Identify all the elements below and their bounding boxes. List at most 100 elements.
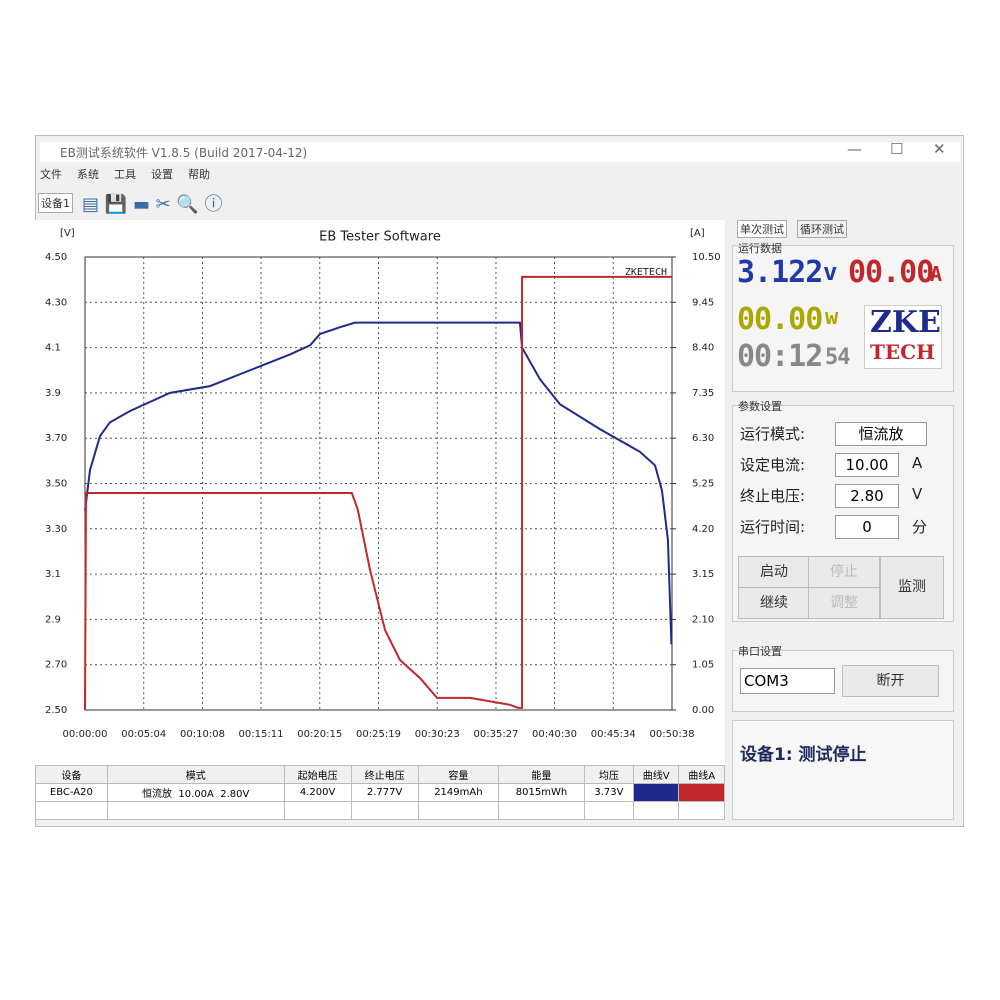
header-cell: 能量 bbox=[498, 765, 585, 784]
header-cell: 容量 bbox=[417, 765, 500, 784]
param-input[interactable]: 2.80 bbox=[835, 484, 899, 508]
menu-item[interactable]: 文件 bbox=[40, 168, 62, 181]
table-row: EBC-A20 恒流放 10.00A 2.80V 4.200V 2.777V 2149m… bbox=[35, 783, 725, 802]
disconnect-button[interactable]: 断开 bbox=[842, 665, 939, 697]
header-cell: 曲线A bbox=[678, 765, 725, 784]
curve-color bbox=[632, 783, 680, 802]
adjust-button[interactable]: 调整 bbox=[808, 587, 880, 619]
group-title: 串口设置 bbox=[738, 645, 782, 658]
y-tick-label: 3.70 bbox=[45, 433, 67, 444]
status-box bbox=[732, 720, 954, 820]
y-tick-label: 4.50 bbox=[45, 252, 67, 263]
y-tick-label: 3.9 bbox=[45, 388, 61, 399]
lcd-unit: v bbox=[823, 258, 837, 286]
chart: EB Tester Software [V] [A] 00:00:00 00:05:04… bbox=[35, 220, 725, 765]
device-tab[interactable]: 设备1 bbox=[38, 193, 73, 213]
param-input[interactable]: 恒流放 bbox=[835, 422, 927, 446]
lcd-voltage: 3.122 bbox=[737, 255, 823, 290]
chart-title: EB Tester Software bbox=[319, 230, 441, 245]
empty-cell bbox=[35, 801, 108, 820]
cell: EBC-A20 bbox=[35, 783, 108, 802]
series-line bbox=[84, 321, 673, 645]
menu-item[interactable]: 设置 bbox=[151, 168, 173, 181]
empty-cell bbox=[106, 801, 285, 820]
table-row bbox=[35, 801, 725, 820]
x-tick-label: 00:30:23 bbox=[415, 729, 460, 740]
y-tick-label: 2.70 bbox=[45, 660, 67, 671]
menu-item[interactable]: 工具 bbox=[114, 168, 136, 181]
cell: 2.777V bbox=[350, 783, 419, 802]
y2-tick-label: 0.00 bbox=[692, 705, 714, 716]
y-tick-label: 3.50 bbox=[45, 479, 67, 490]
series-line bbox=[84, 275, 672, 711]
window-title: EB测试系统软件 V1.8.5 (Build 2017-04-12) bbox=[60, 146, 308, 160]
cell: 8015mWh bbox=[498, 783, 585, 802]
empty-cell bbox=[678, 801, 725, 820]
y2-tick-label: 4.20 bbox=[692, 524, 714, 535]
header-cell: 终止电压 bbox=[350, 765, 419, 784]
continue-button[interactable]: 继续 bbox=[738, 587, 810, 619]
status: 设备1: 测试停止 bbox=[740, 745, 867, 765]
cell: 3.73V bbox=[583, 783, 634, 802]
empty-cell bbox=[350, 801, 419, 820]
param-unit: V bbox=[912, 485, 923, 503]
x-tick-label: 00:40:30 bbox=[532, 729, 577, 740]
stop-button[interactable]: 停止 bbox=[808, 556, 880, 588]
empty-cell bbox=[632, 801, 680, 820]
cell: 4.200V bbox=[283, 783, 352, 802]
y-axis-label: [V] bbox=[60, 228, 75, 239]
menu-item[interactable]: 系统 bbox=[77, 168, 99, 181]
param-label: 终止电压: bbox=[740, 487, 806, 505]
group-title: 运行数据 bbox=[738, 242, 782, 255]
y2-tick-label: 6.30 bbox=[692, 433, 714, 444]
tab[interactable]: 单次测试 bbox=[737, 220, 787, 238]
title-bar bbox=[40, 142, 960, 162]
logo: ZKE bbox=[870, 305, 941, 340]
lcd-unit: A bbox=[930, 262, 942, 286]
param-input[interactable]: 0 bbox=[835, 515, 899, 539]
y-tick-label: 3.30 bbox=[45, 524, 67, 535]
group-title: 参数设置 bbox=[738, 400, 782, 413]
y-tick-label: 4.30 bbox=[45, 297, 67, 308]
y-tick-label: 4.1 bbox=[45, 343, 61, 354]
param-label: 设定电流: bbox=[740, 456, 806, 474]
maximize[interactable]: ☐ bbox=[890, 140, 904, 158]
param-input[interactable]: 10.00 bbox=[835, 453, 899, 477]
minimize[interactable]: — bbox=[847, 140, 862, 158]
param-label: 运行模式: bbox=[740, 425, 806, 443]
y2-tick-label: 1.05 bbox=[692, 660, 714, 671]
tab[interactable]: 循环测试 bbox=[797, 220, 847, 238]
x-tick-label: 00:20:15 bbox=[297, 729, 342, 740]
annotation: ZKETECH bbox=[625, 267, 667, 278]
y2-tick-label: 8.40 bbox=[692, 343, 714, 354]
logo: TECH bbox=[870, 340, 935, 364]
plot-frame bbox=[84, 256, 673, 711]
y2-tick-label: 9.45 bbox=[692, 297, 714, 308]
header-cell: 均压 bbox=[583, 765, 634, 784]
y-tick-label: 2.9 bbox=[45, 614, 61, 625]
y2-tick-label: 5.25 bbox=[692, 479, 714, 490]
lcd-seconds: 54 bbox=[825, 345, 850, 370]
cell: 2149mAh bbox=[417, 783, 500, 802]
menu-item[interactable]: 帮助 bbox=[188, 168, 210, 181]
header-cell: 曲线V bbox=[632, 765, 680, 784]
result-table: 设备 模式 起始电压 终止电压 容量 能量 均压 曲线V 曲线A EBC-A20 恒流放 10.00… bbox=[35, 765, 725, 820]
lcd-time: 00:12 bbox=[737, 339, 823, 374]
port-select[interactable]: COM3 bbox=[740, 668, 835, 694]
lcd-current: 00.00 bbox=[848, 255, 934, 290]
cell: 恒流放 10.00A 2.80V bbox=[106, 783, 285, 802]
start-button[interactable]: 启动 bbox=[738, 556, 810, 588]
x-tick-label: 00:50:38 bbox=[650, 729, 695, 740]
close[interactable]: ✕ bbox=[933, 140, 946, 158]
y-tick-label: 3.1 bbox=[45, 569, 61, 580]
x-tick-label: 00:15:11 bbox=[239, 729, 284, 740]
lcd-unit: w bbox=[825, 305, 838, 330]
y2-tick-label: 7.35 bbox=[692, 388, 714, 399]
y2-tick-label: 2.10 bbox=[692, 614, 714, 625]
y2-tick-label: 3.15 bbox=[692, 569, 714, 580]
monitor-button[interactable]: 监测 bbox=[880, 556, 944, 619]
header-cell: 模式 bbox=[106, 765, 285, 784]
toolbar-icons[interactable]: ▤ 💾 ▬ ✂ 🔍 ⓘ bbox=[82, 194, 223, 215]
param-unit: A bbox=[912, 454, 923, 472]
